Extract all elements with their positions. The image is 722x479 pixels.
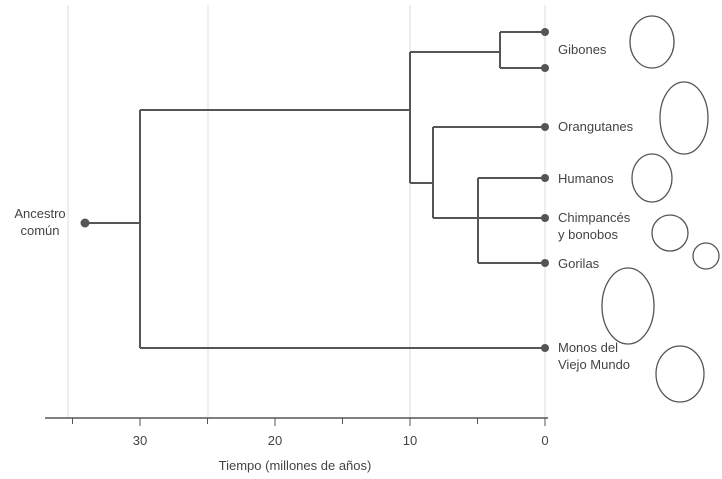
- nodes: [80, 28, 549, 352]
- tree-branches: [85, 31, 545, 349]
- label: Humanos: [558, 171, 614, 186]
- label: y bonobos: [558, 227, 618, 242]
- tick-label: 20: [268, 433, 282, 448]
- tick-label: 0: [541, 433, 548, 448]
- primate-faces: [601, 15, 720, 403]
- label: Orangutanes: [558, 119, 634, 134]
- tick-label: 30: [133, 433, 147, 448]
- label: común: [20, 223, 59, 238]
- label: Gibones: [558, 42, 607, 57]
- tick-label: 10: [403, 433, 417, 448]
- label: Ancestro: [14, 206, 65, 221]
- label: Viejo Mundo: [558, 357, 630, 372]
- label: Monos del: [558, 340, 618, 355]
- axis-label: Tiempo (millones de años): [219, 458, 372, 473]
- label: Chimpancés: [558, 210, 631, 225]
- label: Gorilas: [558, 256, 600, 271]
